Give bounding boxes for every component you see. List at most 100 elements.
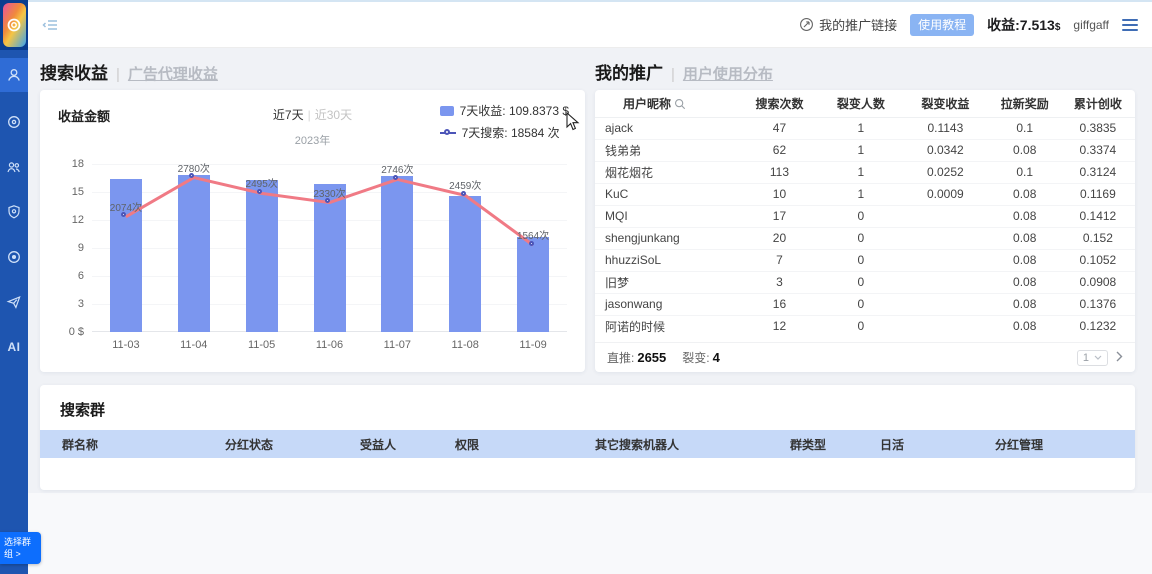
table-cell: 0.08 (988, 271, 1061, 294)
table-row: KuC 10 1 0.0009 0.08 0.1169 (595, 183, 1135, 206)
sidebar-item-user[interactable] (0, 58, 28, 92)
title-separator: | (671, 66, 675, 83)
table-cell: 0.08 (988, 227, 1061, 250)
table-cell: 47 (739, 117, 820, 140)
table-cell: 0.3374 (1060, 139, 1135, 162)
y-tick-label: 3 (77, 298, 84, 310)
user-nickname: shengjunkang (595, 227, 740, 250)
point-label: 1564次 (516, 231, 550, 243)
tutorial-badge[interactable]: 使用教程 (910, 13, 975, 36)
table-cell[interactable]: 0 (819, 205, 903, 228)
line-point-marker (460, 190, 466, 196)
user-nickname[interactable]: ajack (595, 117, 740, 140)
table-cell: 0.1052 (1060, 249, 1135, 272)
table-cell: 0.3124 (1060, 161, 1135, 184)
sidebar-item-record[interactable] (0, 242, 28, 272)
revenue-chart-card: 收益金额 近7天 | 近30天 2023年 7天收益: 109.8373 $ 7天搜… (40, 90, 585, 372)
groups-column-header: 群类型 (790, 437, 827, 452)
user-nickname[interactable]: KuC (595, 183, 740, 206)
year-label: 2023年 (294, 135, 331, 147)
legend-value: 109.8373 $ (508, 104, 569, 118)
table-cell: 7 (739, 249, 820, 272)
legend-item-revenue[interactable]: 7天收益: 109.8373 $ (439, 102, 569, 119)
table-cell[interactable]: 1 (819, 117, 903, 140)
groups-column-header: 群名称 (62, 437, 99, 452)
search-revenue-tab[interactable]: 搜索收益 (40, 64, 108, 83)
sidebar-item-ai[interactable]: AI (0, 332, 28, 362)
legend-label: 7天搜索: (461, 126, 508, 140)
page-select[interactable]: 1 (1076, 349, 1108, 366)
disc-icon (8, 116, 20, 128)
right-section-title: 我的推广 | 用户使用分布 (595, 59, 773, 84)
search-line (125, 176, 534, 247)
x-tick-label: 11-07 (383, 339, 411, 351)
app-logo[interactable] (2, 3, 26, 47)
sidebar-item-security[interactable] (0, 197, 28, 227)
table-cell[interactable]: 1 (819, 161, 903, 184)
user-nickname: 烟花烟花 (595, 161, 740, 184)
table-cell (902, 271, 989, 294)
table-cell: 113 (739, 161, 820, 184)
sidebar: AI 选择群组 > (0, 0, 41, 574)
table-cell[interactable]: 0 (857, 319, 865, 334)
promo-link-button[interactable]: 我的推广链接 (799, 15, 897, 34)
sidebar-item-discover[interactable] (0, 107, 28, 137)
user-nickname[interactable]: hhuzziSoL (595, 249, 740, 272)
line-point-marker (257, 188, 263, 194)
table-cell[interactable]: 0 (819, 227, 903, 250)
table-cell: 0.1169 (1060, 183, 1135, 206)
point-label: 2746次 (381, 165, 414, 177)
x-tick-label: 11-04 (180, 339, 208, 351)
sidebar-item-team[interactable] (0, 152, 28, 182)
collapse-menu-button[interactable] (42, 17, 60, 33)
table-row: hhuzziSoL 7 0 0.08 0.1052 (595, 249, 1135, 272)
chart-plot-area: 18 15 12 9 6 3 0 $ 11-03 11-04 11-05 11-06 11-07 11… (52, 154, 571, 358)
logo-swirl-icon (7, 18, 21, 32)
usage-distribution-tab[interactable]: 用户使用分布 (682, 66, 773, 83)
bar-legend-swatch (439, 105, 454, 116)
column-header: 用户昵称 (595, 90, 740, 118)
choose-group-badge[interactable]: 选择群组 > (0, 531, 41, 564)
point-label: 2074次 (109, 202, 143, 214)
user-nickname[interactable]: 钱弟弟 (595, 139, 740, 162)
chart-legend: 7天收益: 109.8373 $ 7天搜索: 18584 次 (439, 102, 569, 146)
x-tick-label: 11-06 (315, 339, 344, 351)
promotion-table-card: 用户昵称 搜索次数 裂变人数 裂变收益 拉新奖励 累计创收 ajack 47 1 0.1143 0… (595, 90, 1135, 372)
team-icon (7, 162, 20, 173)
range-30d-button[interactable]: 近30天 (314, 108, 353, 122)
ad-agency-revenue-tab[interactable]: 广告代理收益 (127, 66, 218, 83)
legend-item-searches[interactable]: 7天搜索: 18584 次 (439, 124, 569, 141)
table-cell[interactable]: 0 (819, 249, 903, 272)
table-cell[interactable]: 0 (819, 271, 903, 294)
direct-value: 2655 (637, 350, 667, 365)
menu-button[interactable] (1122, 18, 1138, 31)
table-cell[interactable]: 0 (819, 293, 903, 316)
table-cell (902, 249, 989, 272)
target-icon (8, 251, 20, 263)
table-cell: 16 (739, 293, 820, 316)
range-7d-button[interactable]: 近7天 (272, 108, 304, 122)
table-cell: 3 (739, 271, 820, 294)
chevron-down-icon (1094, 355, 1102, 360)
groups-column-header: 分红管理 (995, 437, 1044, 452)
user-nickname: 阿诺的时候 (605, 319, 666, 334)
point-label: 2495次 (245, 179, 278, 191)
sidebar-item-send[interactable] (0, 287, 28, 317)
search-icon[interactable] (674, 98, 686, 110)
next-page-button[interactable] (1116, 350, 1123, 365)
table-cell: 0.0009 (902, 183, 989, 206)
send-icon (6, 296, 21, 309)
column-header: 裂变人数 (819, 90, 903, 118)
fission-value: 4 (712, 350, 720, 365)
column-header: 累计创收 (1060, 90, 1135, 118)
groups-title: 搜索群 (60, 402, 106, 419)
table-cell[interactable]: 1 (819, 183, 903, 206)
x-tick-label: 11-09 (519, 339, 547, 351)
main-content: 搜索收益 | 广告代理收益 我的推广 | 用户使用分布 收益金额 近7天 | 近30… (28, 48, 1152, 574)
y-tick-label: 0 $ (68, 326, 84, 338)
range-toggle: 近7天 | 近30天 (272, 108, 353, 122)
table-cell: 0.08 (988, 139, 1061, 162)
my-promotion-tab[interactable]: 我的推广 (595, 64, 663, 83)
search-groups-card: 搜索群 群名称 分红状态 受益人 权限 其它搜索机器人 群类型 日活 分红管理 (40, 385, 1135, 490)
table-cell[interactable]: 1 (819, 139, 903, 162)
